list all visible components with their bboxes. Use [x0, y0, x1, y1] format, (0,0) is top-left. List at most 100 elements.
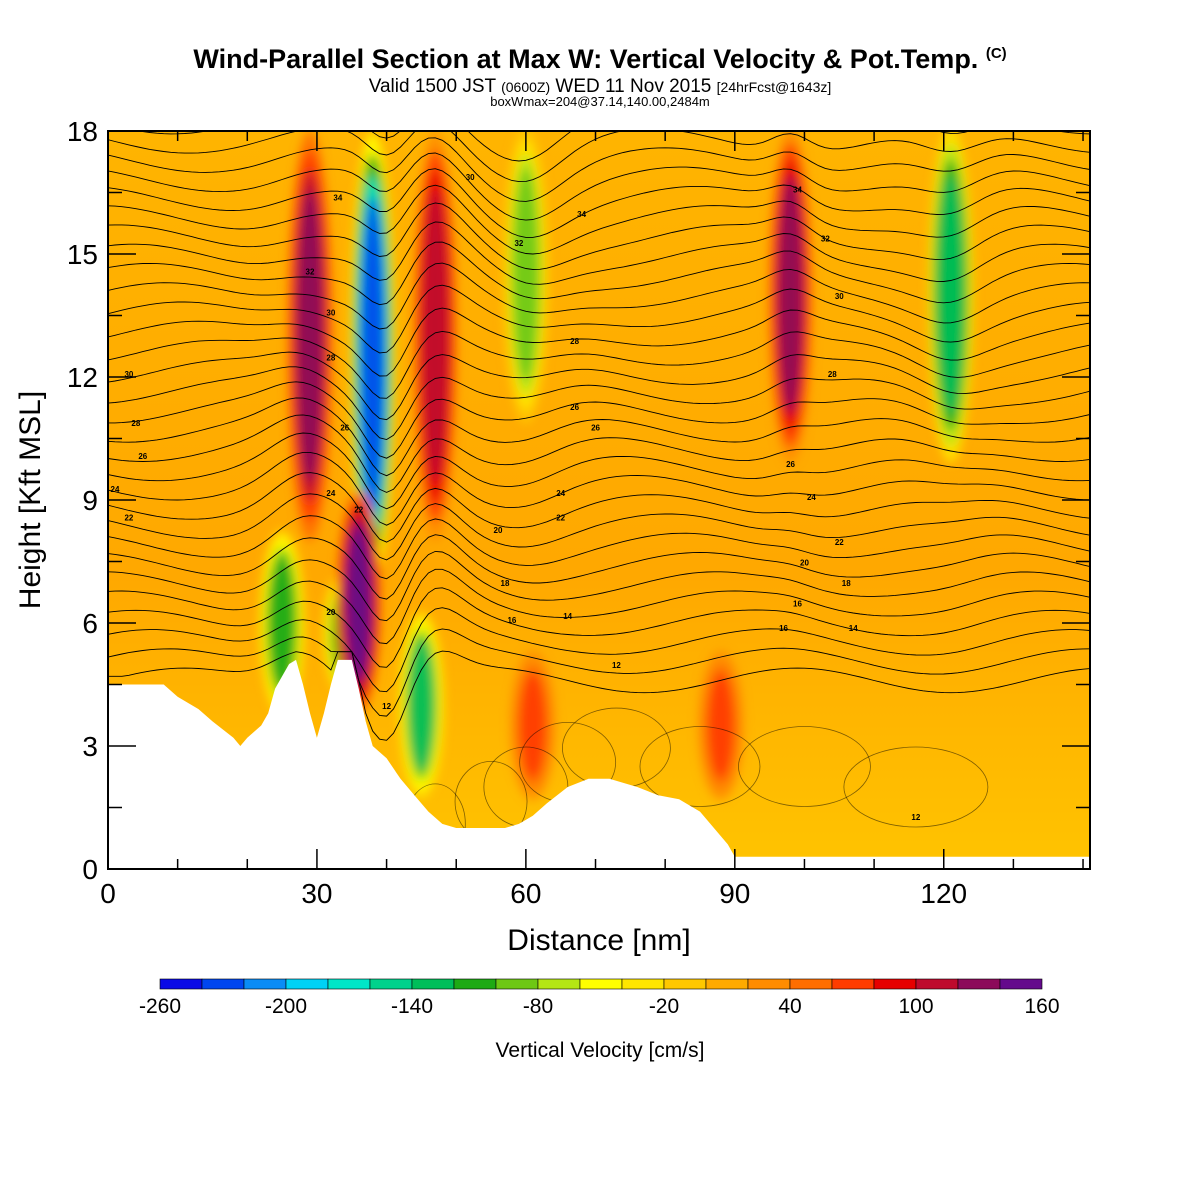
x-tick-label: 0 — [100, 878, 116, 909]
colorbar-swatch — [999, 978, 1043, 990]
contour-label: 14 — [563, 612, 572, 621]
theta-contour — [108, 131, 1090, 183]
colorbar-swatch — [495, 978, 539, 990]
contour-label: 30 — [326, 309, 335, 318]
contour-label: 34 — [793, 186, 802, 195]
contour-label: 20 — [494, 526, 503, 535]
y-tick-label: 12 — [67, 362, 98, 393]
theta-contour — [108, 307, 1090, 377]
copyright-mark: (C) — [985, 45, 1007, 62]
contour-label: 28 — [131, 419, 140, 428]
colorbar-swatch — [957, 978, 1001, 990]
colorbar-label: -140 — [391, 995, 433, 1018]
theta-contour — [108, 137, 1090, 202]
contour-label: 20 — [800, 559, 809, 568]
theta-contour — [108, 472, 1090, 543]
theta-contour — [843, 746, 989, 828]
contour-label: 20 — [326, 608, 335, 617]
y-tick-label: 18 — [67, 116, 98, 147]
theta-contour — [108, 381, 1090, 459]
velocity-band — [297, 189, 323, 483]
theta-contour — [108, 168, 1090, 238]
colorbar-title: Vertical Velocity [cm/s] — [496, 1039, 705, 1062]
contour-label: 28 — [570, 337, 579, 346]
colorbar-swatch — [621, 978, 665, 990]
axis-ticks — [107, 130, 1090, 870]
contour-label: 16 — [793, 600, 802, 609]
colorbar-swatch — [285, 978, 329, 990]
theta-contour — [108, 432, 1090, 510]
contour-label: 22 — [354, 505, 363, 514]
theta-contours — [108, 131, 1090, 865]
theta-contour — [639, 726, 761, 807]
colorbar-swatch — [831, 978, 875, 990]
theta-contour — [108, 152, 1090, 221]
colorbar-label: 40 — [778, 995, 801, 1018]
colorbar-swatch — [453, 978, 497, 990]
contour-label: 30 — [835, 292, 844, 301]
colorbar-swatch — [663, 978, 707, 990]
y-tick-label: 15 — [67, 239, 98, 270]
velocity-field — [259, 131, 974, 800]
chart-title: Wind-Parallel Section at Max W: Vertical… — [0, 44, 1200, 75]
terrain — [108, 659, 1090, 869]
theta-contour — [108, 330, 1090, 399]
contour-label: 24 — [326, 489, 335, 498]
y-tick-label: 9 — [82, 485, 98, 516]
colorbar-swatch — [159, 978, 203, 990]
contour-label: 14 — [849, 624, 858, 633]
colorbar-label: -20 — [649, 995, 679, 1018]
theta-contour — [108, 366, 1090, 440]
velocity-band — [777, 175, 804, 415]
contour-label: 34 — [577, 210, 586, 219]
valid-date: WED 11 Nov 2015 — [555, 76, 712, 97]
contour-label: 32 — [306, 268, 315, 277]
colorbar-swatch — [411, 978, 455, 990]
contour-label: 16 — [507, 616, 516, 625]
contour-label: 26 — [591, 423, 600, 432]
x-tick-label: 60 — [510, 878, 541, 909]
colorbar-swatch — [915, 978, 959, 990]
theta-contour — [108, 284, 1090, 354]
colorbar — [159, 978, 1043, 990]
colorbar-label: -260 — [139, 995, 181, 1018]
x-tick-label: 30 — [301, 878, 332, 909]
theta-contour — [108, 534, 1090, 600]
velocity-band — [708, 672, 734, 779]
box-info: boxWmax=204@37.14,140.00,2484m — [490, 94, 710, 109]
x-tick-label: 120 — [920, 878, 967, 909]
colorbar-label: 100 — [898, 995, 933, 1018]
utc-time: (0600Z) — [501, 79, 551, 95]
velocity-band — [937, 175, 964, 415]
valid-time-line: Valid 1500 JST (0600Z) WED 11 Nov 2015 [… — [0, 76, 1200, 98]
contour-label: 32 — [514, 239, 523, 248]
velocity-band — [408, 638, 435, 772]
valid-time: Valid 1500 JST — [368, 76, 496, 97]
velocity-band — [513, 168, 539, 381]
theta-contour — [108, 397, 1090, 477]
colorbar-swatch — [243, 978, 287, 990]
contour-label: 22 — [835, 538, 844, 547]
y-tick-labels: 0 3 6 9 12 15 18 — [67, 116, 98, 885]
colorbar-swatch — [369, 978, 413, 990]
colorbar-swatch — [705, 978, 749, 990]
colorbar-swatch — [537, 978, 581, 990]
contour-label: 28 — [828, 370, 837, 379]
theta-contour — [108, 241, 1090, 306]
colorbar-swatch — [327, 978, 371, 990]
contour-label: 16 — [779, 624, 788, 633]
theta-contour — [108, 451, 1090, 526]
colorbar-label: 160 — [1024, 995, 1059, 1018]
contour-label: 12 — [382, 702, 391, 711]
theta-contour — [738, 726, 871, 807]
colorbar-swatch — [873, 978, 917, 990]
x-tick-labels: 0 30 60 90 120 — [100, 878, 967, 909]
y-tick-label: 0 — [82, 854, 98, 885]
forecast-info: [24hrFcst@1643z] — [716, 79, 832, 95]
contour-label: 24 — [807, 493, 816, 502]
y-axis-title: Height [Kft MSL] — [14, 391, 47, 609]
theta-contour — [108, 493, 1090, 561]
contour-label: 26 — [786, 460, 795, 469]
colorbar-label: -200 — [265, 995, 307, 1018]
velocity-band — [520, 672, 546, 779]
